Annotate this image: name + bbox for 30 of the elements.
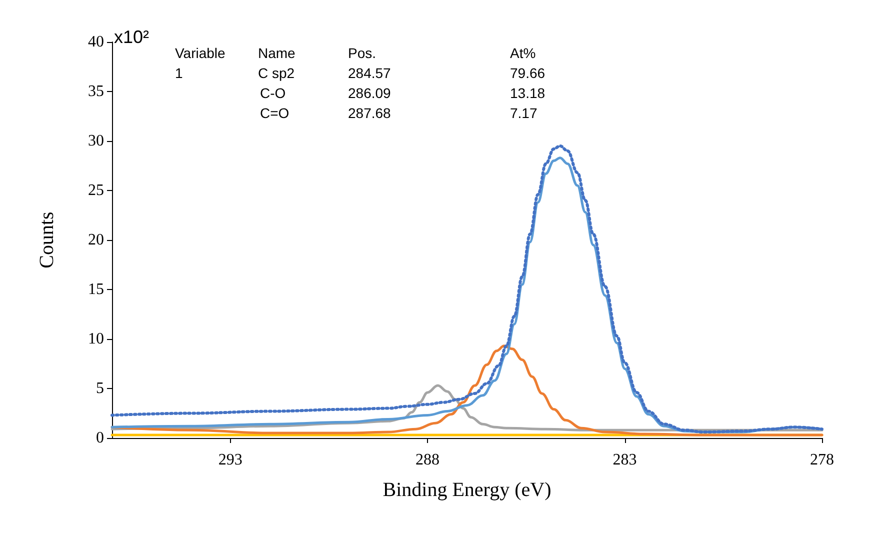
- annotation: 287.68: [348, 105, 392, 121]
- annotation: At%: [510, 45, 536, 61]
- x-tick-label: 283: [612, 452, 637, 468]
- annotation: 79.66: [510, 65, 546, 81]
- annotation: Variable: [175, 45, 226, 61]
- x-tick-label: 288: [416, 452, 440, 468]
- y-tick-label: 30: [88, 132, 104, 150]
- annotation: C-O: [260, 85, 286, 101]
- x-tick-label: 293: [218, 452, 242, 468]
- y-axis-title: Counts: [36, 211, 58, 268]
- annotation: 1: [175, 65, 183, 81]
- x-tick-label: 278: [810, 452, 834, 468]
- y-tick-label: 10: [88, 330, 104, 348]
- annotation: Pos.: [348, 45, 376, 61]
- annotation: 7.17: [510, 105, 538, 121]
- annotation: C sp2: [258, 65, 295, 81]
- y-tick-label: 25: [88, 182, 104, 199]
- annotation: 13.18: [510, 85, 546, 101]
- annotation: 284.57: [348, 65, 392, 81]
- x-axis-title: Binding Energy (eV): [382, 479, 552, 501]
- y-tick-label: 5: [96, 380, 104, 397]
- annotation: Name: [258, 45, 296, 61]
- annotation: C=O: [260, 105, 290, 121]
- y-tick-label: 20: [88, 232, 104, 248]
- annotation: 286.09: [348, 85, 392, 101]
- y-tick-label: 0: [96, 430, 104, 446]
- y-tick-label: 40: [88, 34, 104, 50]
- y-tick-label: 35: [88, 83, 104, 100]
- y-tick-label: 15: [88, 281, 104, 298]
- annotation: x10²: [114, 27, 150, 47]
